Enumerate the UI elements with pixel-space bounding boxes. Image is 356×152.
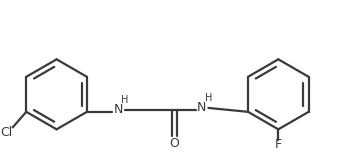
- Text: N: N: [113, 103, 123, 116]
- Text: F: F: [275, 138, 282, 151]
- Text: N: N: [197, 101, 206, 114]
- Text: H: H: [205, 93, 212, 103]
- Text: O: O: [169, 137, 179, 150]
- Text: Cl: Cl: [1, 126, 13, 139]
- Text: H: H: [121, 95, 129, 105]
